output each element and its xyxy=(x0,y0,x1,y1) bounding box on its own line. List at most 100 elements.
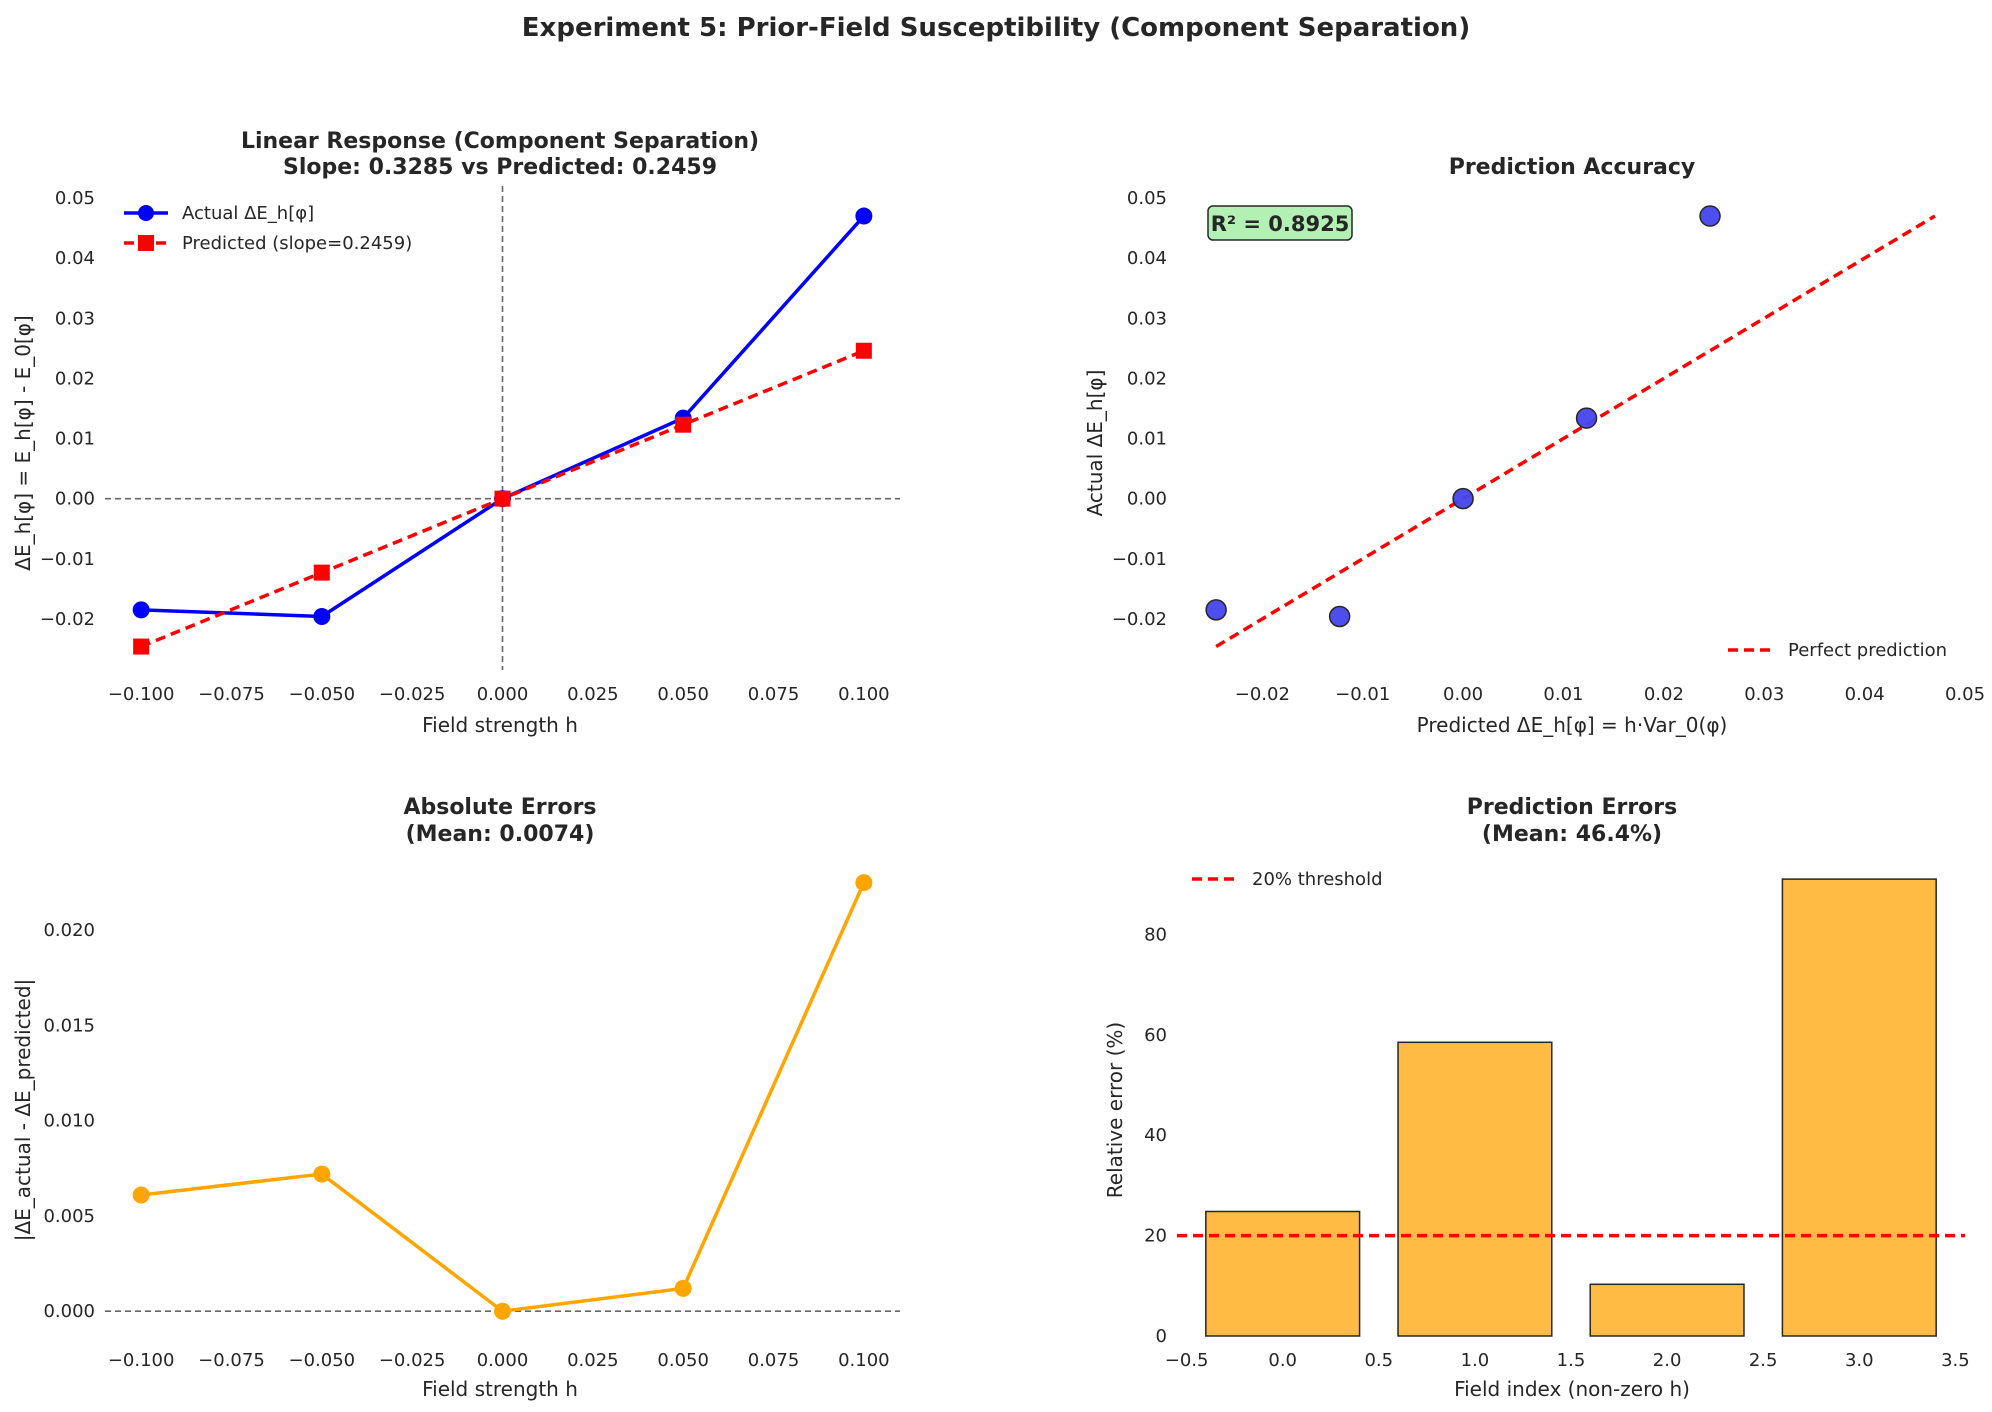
legend-predicted-label: Predicted (slope=0.2459) xyxy=(182,233,412,254)
error-point xyxy=(855,874,873,892)
x-tick-label: −0.025 xyxy=(379,684,446,705)
x-tick-label: −0.02 xyxy=(1235,684,1290,705)
prediction-errors-subtitle: (Mean: 46.4%) xyxy=(1482,822,1662,847)
y-tick-label: 0.04 xyxy=(55,248,95,269)
legend-predicted-marker xyxy=(138,235,154,251)
absolute-errors-ticks: −0.100 −0.075 −0.050 −0.025 0.000 0.025 0.050 0… xyxy=(43,920,889,1371)
x-tick-label: 0.03 xyxy=(1744,684,1784,705)
series-predicted-point xyxy=(675,416,692,433)
x-tick-label: 0.100 xyxy=(838,1350,890,1371)
x-tick-label: 0.05 xyxy=(1945,684,1985,705)
y-tick-label: 0.01 xyxy=(55,429,95,450)
x-tick-label: 0.0 xyxy=(1268,1350,1297,1371)
linear-response-chart: Linear Response (Component Separation) S… xyxy=(11,129,900,737)
absolute-errors-title: Absolute Errors xyxy=(403,795,596,820)
x-tick-label: −0.075 xyxy=(198,1350,265,1371)
linear-response-subtitle: Slope: 0.3285 vs Predicted: 0.2459 xyxy=(283,155,717,180)
x-tick-label: 0.01 xyxy=(1543,684,1583,705)
x-tick-label: −0.01 xyxy=(1335,684,1390,705)
x-tick-label: 0.00 xyxy=(1443,684,1483,705)
y-tick-label: 0.00 xyxy=(55,489,95,510)
y-tick-label: 40 xyxy=(1144,1125,1167,1146)
y-tick-label: −0.01 xyxy=(1112,549,1167,570)
prediction-accuracy-xlabel: Predicted ΔE_h[φ] = h·Var_0(φ) xyxy=(1417,713,1728,737)
x-tick-label: 0.050 xyxy=(657,1350,709,1371)
legend-actual-marker xyxy=(138,205,154,221)
series-predicted-point xyxy=(133,638,150,655)
scatter-point xyxy=(1328,605,1351,628)
y-tick-label: −0.01 xyxy=(40,549,95,570)
error-point xyxy=(494,1302,511,1320)
series-predicted-point xyxy=(855,342,872,359)
x-tick-label: −0.050 xyxy=(289,1350,356,1371)
prediction-accuracy-title: Prediction Accuracy xyxy=(1449,155,1696,180)
absolute-errors-chart: Absolute Errors (Mean: 0.0074) −0.100 −0.… xyxy=(11,795,900,1401)
y-tick-label: −0.02 xyxy=(1112,609,1167,630)
prediction-errors-plot xyxy=(1177,878,1965,1337)
x-tick-label: 2.5 xyxy=(1749,1350,1778,1371)
prediction-errors-ticks: −0.5 0.0 0.5 1.0 1.5 2.0 2.5 3.0 3.5 0 20 40 60 80 xyxy=(1144,924,1970,1371)
y-tick-label: 80 xyxy=(1144,924,1167,945)
y-tick-label: 0.010 xyxy=(43,1111,95,1132)
y-tick-label: 0.015 xyxy=(43,1015,95,1036)
x-tick-label: 0.02 xyxy=(1644,684,1684,705)
x-tick-label: 1.0 xyxy=(1461,1350,1490,1371)
error-bar xyxy=(1205,1210,1361,1337)
x-tick-label: 2.0 xyxy=(1653,1350,1682,1371)
scatter-point xyxy=(1699,205,1721,227)
scatter-point xyxy=(1452,487,1474,510)
linear-response-ticks: −0.100 −0.075 −0.050 −0.025 0.000 0.025 0.050 0… xyxy=(40,188,890,705)
series-actual-point xyxy=(313,607,331,625)
prediction-errors-title: Prediction Errors xyxy=(1467,795,1678,820)
x-tick-label: 0.075 xyxy=(748,684,800,705)
prediction-accuracy-plot xyxy=(1205,205,1936,649)
y-tick-label: 0.01 xyxy=(1127,429,1167,450)
figure-title: Experiment 5: Prior-Field Susceptibility… xyxy=(522,13,1470,43)
x-tick-label: −0.100 xyxy=(108,684,175,705)
x-tick-label: −0.075 xyxy=(198,684,265,705)
prediction-accuracy-ticks: −0.02 −0.01 0.00 0.01 0.02 0.03 0.04 0.05 −0.02 −… xyxy=(1112,188,1985,705)
legend-threshold-label: 20% threshold xyxy=(1252,869,1383,890)
x-tick-label: −0.025 xyxy=(379,1350,446,1371)
x-tick-label: 0.100 xyxy=(838,684,890,705)
y-tick-label: 60 xyxy=(1144,1025,1167,1046)
x-tick-label: 0.075 xyxy=(748,1350,800,1371)
legend-actual-label: Actual ΔE_h[φ] xyxy=(182,203,314,224)
prediction-errors-chart: Prediction Errors (Mean: 46.4%) −0.5 0.0 0… xyxy=(1103,795,1970,1401)
y-tick-label: −0.02 xyxy=(40,609,95,630)
x-tick-label: 0.000 xyxy=(477,684,529,705)
absolute-errors-ylabel: |ΔE_actual - ΔE_predicted| xyxy=(11,979,35,1242)
y-tick-label: 0.04 xyxy=(1127,248,1167,269)
error-point xyxy=(674,1279,692,1297)
absolute-errors-subtitle: (Mean: 0.0074) xyxy=(406,822,595,847)
x-tick-label: 3.5 xyxy=(1941,1350,1970,1371)
y-tick-label: 0.000 xyxy=(43,1301,95,1322)
error-bar xyxy=(1589,1283,1745,1337)
linear-response-plot xyxy=(105,186,900,670)
error-bar xyxy=(1397,1041,1553,1337)
y-tick-label: 0.00 xyxy=(1127,489,1167,510)
linear-response-ylabel: ΔE_h[φ] = E_h[φ] - E_0[φ] xyxy=(11,315,35,570)
absolute-errors-xlabel: Field strength h xyxy=(422,1377,578,1401)
x-tick-label: 3.0 xyxy=(1845,1350,1874,1371)
linear-response-xlabel: Field strength h xyxy=(422,713,578,737)
y-tick-label: 0.02 xyxy=(55,368,95,389)
error-point xyxy=(132,1186,150,1204)
prediction-errors-ylabel: Relative error (%) xyxy=(1103,1022,1127,1198)
error-point xyxy=(313,1165,331,1183)
series-predicted-point xyxy=(494,490,511,507)
prediction-errors-legend: 20% threshold xyxy=(1192,869,1383,890)
x-tick-label: 0.000 xyxy=(477,1350,529,1371)
linear-response-title: Linear Response (Component Separation) xyxy=(241,129,759,154)
y-tick-label: 0.03 xyxy=(55,308,95,329)
prediction-accuracy-chart: Prediction Accuracy −0.02 −0.01 0.00 0.01 0.… xyxy=(1083,155,1985,737)
x-tick-label: −0.100 xyxy=(108,1350,175,1371)
y-tick-label: 0.05 xyxy=(55,188,95,209)
x-tick-label: −0.5 xyxy=(1165,1350,1209,1371)
prediction-accuracy-ylabel: Actual ΔE_h[φ] xyxy=(1083,370,1107,517)
x-tick-label: 1.5 xyxy=(1557,1350,1586,1371)
y-tick-label: 0.02 xyxy=(1127,368,1167,389)
legend-perfect-label: Perfect prediction xyxy=(1788,640,1947,661)
x-tick-label: 0.025 xyxy=(567,684,619,705)
